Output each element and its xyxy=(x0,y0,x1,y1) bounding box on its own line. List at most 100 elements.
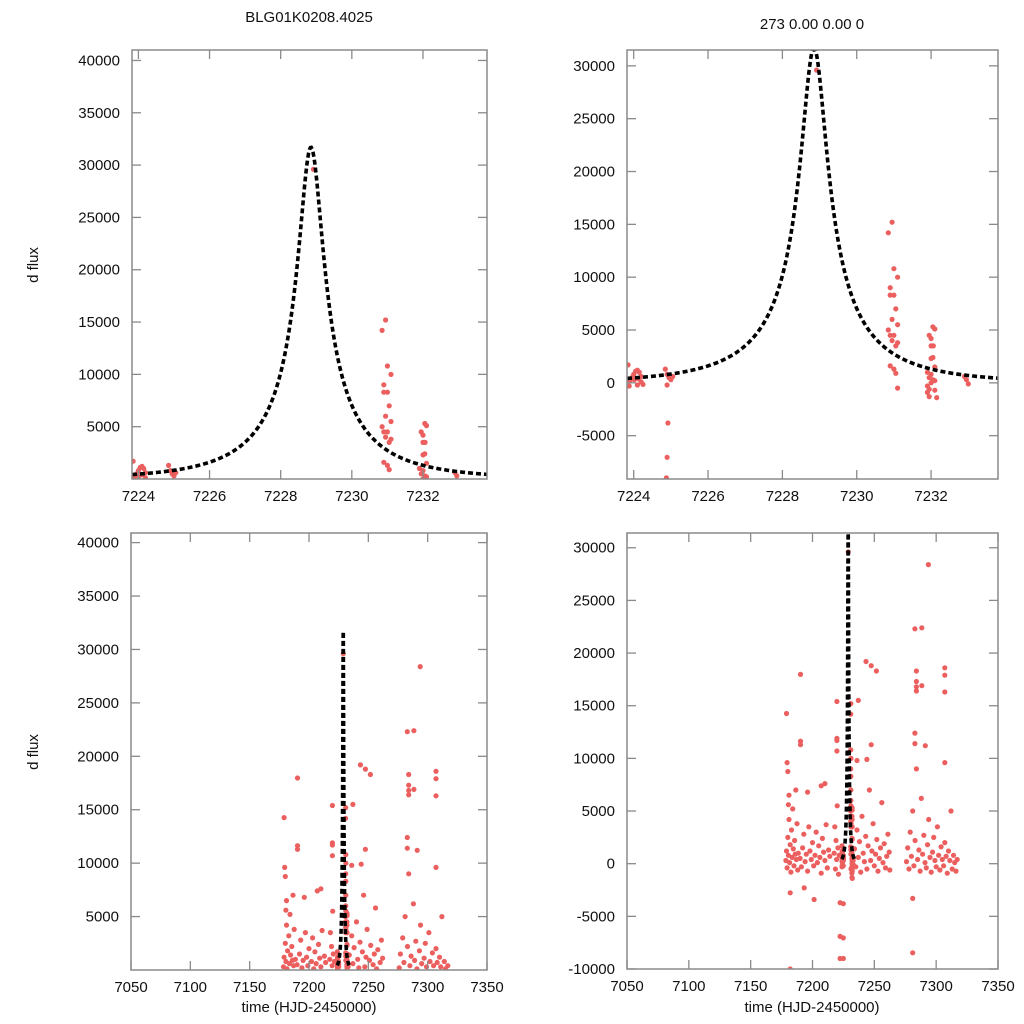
axes-frame xyxy=(626,532,999,970)
data-point xyxy=(285,948,291,954)
data-point xyxy=(663,475,669,479)
data-point xyxy=(423,474,430,479)
data-point xyxy=(402,914,408,920)
data-point xyxy=(849,875,855,882)
data-point xyxy=(793,787,799,793)
data-point xyxy=(807,848,813,854)
data-point xyxy=(355,956,361,962)
data-point xyxy=(919,625,925,631)
data-point xyxy=(329,802,335,809)
data-point xyxy=(800,845,806,851)
title-left: BLG01K0208.4025 xyxy=(245,9,373,26)
xlabel-right: time (HJD-2450000) xyxy=(744,999,879,1016)
data-point xyxy=(801,831,807,837)
x-tick-label: 7228 xyxy=(264,488,297,505)
data-point xyxy=(915,856,921,863)
data-point xyxy=(384,462,390,468)
panel-zoom-event-positive: 7224 7226 7228 7230 7232 5000 10000 15000 20000 2… xyxy=(78,49,488,505)
data-point xyxy=(289,943,295,950)
data-point xyxy=(304,954,310,960)
model-curve xyxy=(840,533,856,861)
data-point xyxy=(931,834,937,841)
y-tick-label: 5000 xyxy=(87,419,120,436)
data-point xyxy=(441,958,447,965)
data-point xyxy=(636,369,642,375)
data-point xyxy=(811,863,817,869)
data-point xyxy=(381,459,387,465)
data-point xyxy=(821,849,827,855)
data-point xyxy=(854,757,860,764)
data-point xyxy=(790,806,796,812)
data-point xyxy=(891,366,897,372)
y-tick-label: 30000 xyxy=(573,58,615,75)
data-point xyxy=(795,850,801,856)
data-point xyxy=(323,959,329,966)
data-point xyxy=(819,835,826,842)
data-point xyxy=(407,963,413,969)
data-point xyxy=(943,853,949,859)
data-point xyxy=(299,965,305,970)
x-tick-label: 7100 xyxy=(174,979,207,996)
data-point xyxy=(924,389,931,395)
data-point xyxy=(933,864,939,870)
data-point xyxy=(357,762,363,768)
data-point xyxy=(362,846,368,852)
data-point xyxy=(908,853,915,859)
data-point xyxy=(834,856,840,863)
data-point xyxy=(286,933,292,939)
data-point xyxy=(860,850,866,856)
data-point xyxy=(913,684,920,690)
data-point xyxy=(362,964,368,970)
y-tick-label: -5000 xyxy=(577,908,615,925)
data-point xyxy=(832,824,838,830)
data-point xyxy=(833,837,839,844)
data-point xyxy=(936,852,942,858)
data-point xyxy=(427,958,433,965)
data-point xyxy=(308,958,314,965)
x-tick-label: 7224 xyxy=(617,488,650,505)
data-point xyxy=(873,851,879,857)
data-point xyxy=(853,864,859,870)
data-point xyxy=(318,964,324,970)
model-curve xyxy=(627,50,998,381)
y-tick-label: 25000 xyxy=(573,111,615,128)
data-point xyxy=(877,845,884,851)
data-point xyxy=(913,668,920,674)
x-tick-label: 7100 xyxy=(672,978,705,995)
data-point xyxy=(296,951,303,957)
data-point xyxy=(414,966,420,970)
data-point xyxy=(834,737,840,744)
data-point xyxy=(384,429,390,435)
data-point xyxy=(907,829,913,835)
data-point xyxy=(397,951,403,957)
data-point xyxy=(384,389,390,395)
y-tick-label: 20000 xyxy=(78,262,120,279)
y-tick-label: 20000 xyxy=(573,164,615,181)
data-point xyxy=(858,869,864,875)
y-tick-label: 0 xyxy=(607,856,615,873)
data-point xyxy=(811,896,817,903)
data-point xyxy=(302,930,308,936)
y-tick-label: 40000 xyxy=(78,52,120,69)
data-point xyxy=(948,808,954,814)
ylabel-bottom: d flux xyxy=(25,734,42,770)
data-point xyxy=(802,859,808,865)
y-tick-label: 35000 xyxy=(78,105,120,122)
data-point xyxy=(869,848,875,854)
data-point xyxy=(870,821,876,827)
data-point xyxy=(887,285,893,291)
data-point xyxy=(963,377,970,383)
data-point xyxy=(874,836,880,843)
data-point xyxy=(855,697,861,704)
data-point xyxy=(294,962,300,968)
data-point xyxy=(429,950,435,956)
data-point xyxy=(371,951,377,957)
data-point xyxy=(281,815,287,821)
data-point xyxy=(281,954,287,960)
model-curve xyxy=(132,145,487,477)
data-point xyxy=(929,849,936,855)
data-point xyxy=(824,865,830,871)
y-tick-label: 15000 xyxy=(77,802,119,819)
x-tick-label: 7250 xyxy=(858,978,891,995)
data-point xyxy=(379,327,385,333)
